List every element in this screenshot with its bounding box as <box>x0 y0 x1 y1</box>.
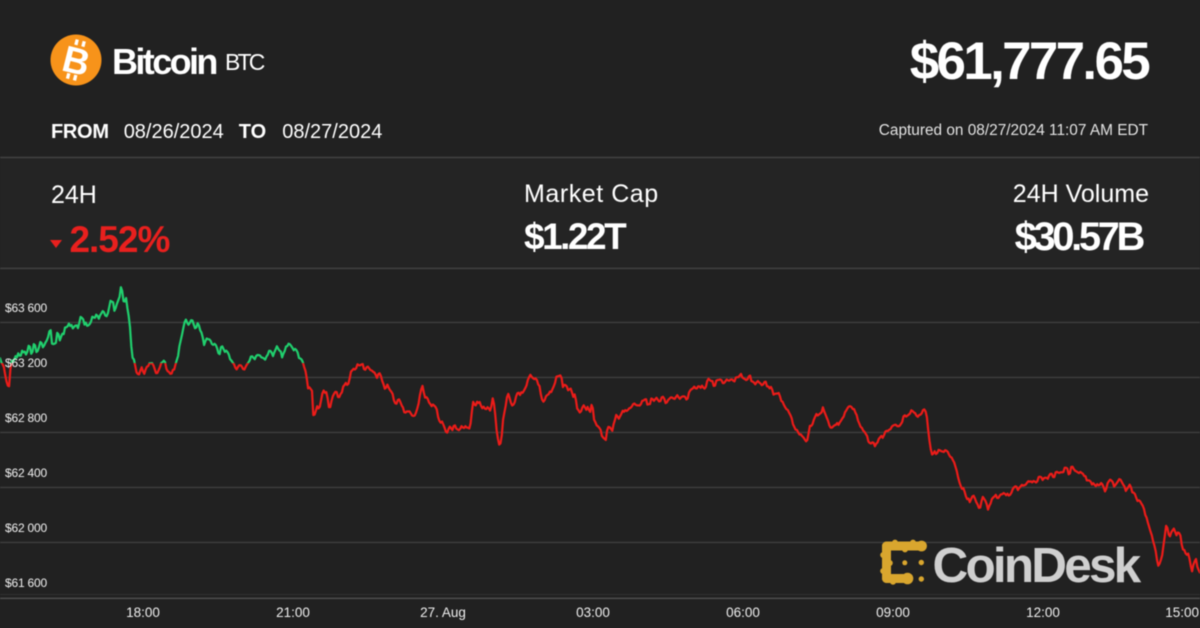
svg-text:CoinDesk: CoinDesk <box>933 538 1142 593</box>
